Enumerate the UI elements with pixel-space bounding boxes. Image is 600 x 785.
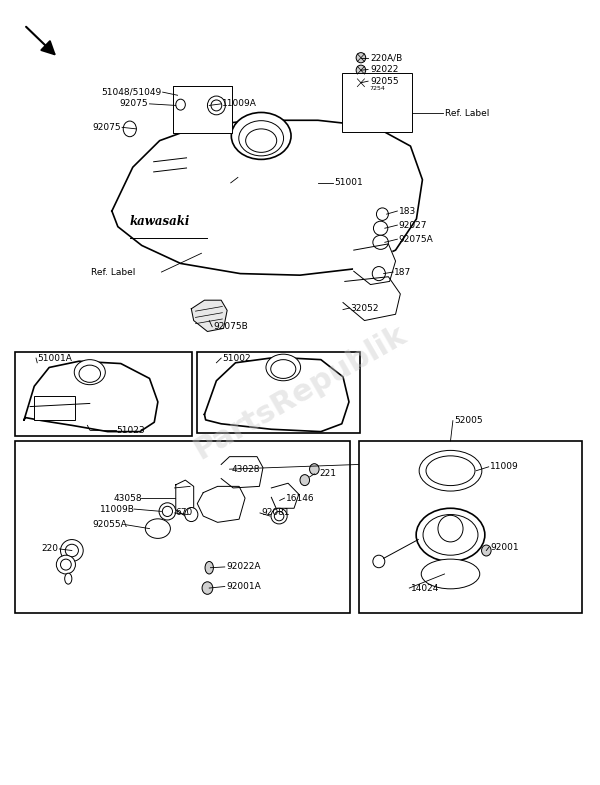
Text: 221: 221 xyxy=(319,469,336,478)
Text: 14024: 14024 xyxy=(410,583,439,593)
Polygon shape xyxy=(24,361,158,432)
Text: 32052: 32052 xyxy=(351,304,379,312)
Bar xyxy=(14,352,193,436)
Ellipse shape xyxy=(419,451,482,491)
Ellipse shape xyxy=(145,519,170,539)
Ellipse shape xyxy=(376,208,388,221)
Text: 92055A: 92055A xyxy=(92,520,127,529)
Bar xyxy=(34,396,75,420)
Bar xyxy=(359,441,583,613)
Ellipse shape xyxy=(271,508,287,524)
Text: 670: 670 xyxy=(176,509,193,517)
Ellipse shape xyxy=(159,503,176,520)
Text: 92081: 92081 xyxy=(261,509,290,517)
Text: 92022: 92022 xyxy=(370,65,399,74)
Ellipse shape xyxy=(426,456,475,486)
Ellipse shape xyxy=(79,365,101,382)
Ellipse shape xyxy=(482,545,491,556)
Ellipse shape xyxy=(271,360,296,378)
Ellipse shape xyxy=(61,559,71,570)
Text: 51002: 51002 xyxy=(223,353,251,363)
Ellipse shape xyxy=(356,65,365,75)
Text: 92001A: 92001A xyxy=(226,582,260,591)
Ellipse shape xyxy=(356,53,365,63)
Text: 52005: 52005 xyxy=(454,416,483,425)
Bar xyxy=(342,73,412,132)
Bar xyxy=(14,441,350,613)
Polygon shape xyxy=(197,487,245,522)
Ellipse shape xyxy=(56,555,76,574)
Bar xyxy=(197,352,360,433)
Text: 16146: 16146 xyxy=(286,494,314,502)
Polygon shape xyxy=(271,484,299,508)
Ellipse shape xyxy=(310,464,319,475)
Text: Ref. Label: Ref. Label xyxy=(445,109,489,118)
Ellipse shape xyxy=(239,121,284,156)
Ellipse shape xyxy=(438,515,463,542)
Polygon shape xyxy=(221,457,263,488)
Text: 92022A: 92022A xyxy=(226,562,260,571)
Ellipse shape xyxy=(74,360,106,385)
Ellipse shape xyxy=(423,514,478,555)
Polygon shape xyxy=(112,120,422,276)
Ellipse shape xyxy=(202,582,213,594)
Text: 11009B: 11009B xyxy=(100,505,135,513)
Polygon shape xyxy=(343,277,400,320)
Text: 92027: 92027 xyxy=(398,221,427,229)
Ellipse shape xyxy=(245,129,277,152)
Text: 51023: 51023 xyxy=(116,425,145,435)
Text: 11009A: 11009A xyxy=(223,100,257,108)
Text: 11009: 11009 xyxy=(490,462,518,471)
Ellipse shape xyxy=(266,354,301,381)
Text: 43058: 43058 xyxy=(113,494,142,502)
Text: 51048/51049: 51048/51049 xyxy=(101,88,161,97)
Ellipse shape xyxy=(416,508,485,561)
Text: 92075: 92075 xyxy=(92,122,121,132)
Ellipse shape xyxy=(205,561,214,574)
Text: 92075B: 92075B xyxy=(214,323,248,331)
Ellipse shape xyxy=(61,539,83,561)
Ellipse shape xyxy=(356,78,365,88)
Ellipse shape xyxy=(372,267,385,281)
Text: PartsRepublik: PartsRepublik xyxy=(189,319,411,466)
Ellipse shape xyxy=(232,112,291,159)
Text: 92075: 92075 xyxy=(119,100,148,108)
Ellipse shape xyxy=(211,100,222,111)
Bar xyxy=(173,86,232,133)
Text: 92075A: 92075A xyxy=(398,235,433,243)
Ellipse shape xyxy=(123,121,136,137)
Ellipse shape xyxy=(373,221,388,236)
Ellipse shape xyxy=(208,96,226,115)
Text: 43028: 43028 xyxy=(232,465,260,473)
Text: 51001A: 51001A xyxy=(37,353,72,363)
Ellipse shape xyxy=(65,544,79,557)
Bar xyxy=(173,86,232,133)
Text: 92055: 92055 xyxy=(370,77,399,86)
Ellipse shape xyxy=(300,475,310,486)
Ellipse shape xyxy=(163,506,172,517)
Ellipse shape xyxy=(65,573,72,584)
Polygon shape xyxy=(176,480,194,516)
Text: 51001: 51001 xyxy=(335,178,364,188)
Text: kawasaki: kawasaki xyxy=(130,215,190,228)
Polygon shape xyxy=(191,300,227,331)
Text: 7254: 7254 xyxy=(369,86,385,92)
Ellipse shape xyxy=(373,236,388,250)
Text: 220A/B: 220A/B xyxy=(370,53,403,62)
Polygon shape xyxy=(205,357,349,432)
Text: 183: 183 xyxy=(398,206,416,216)
Ellipse shape xyxy=(421,559,480,589)
Text: Ref. Label: Ref. Label xyxy=(91,268,136,276)
Text: 220: 220 xyxy=(41,545,58,553)
Ellipse shape xyxy=(176,99,185,110)
Ellipse shape xyxy=(373,555,385,568)
Ellipse shape xyxy=(185,507,198,521)
Polygon shape xyxy=(354,244,395,284)
Ellipse shape xyxy=(274,511,284,520)
Text: 92001: 92001 xyxy=(490,543,518,552)
Text: 187: 187 xyxy=(394,268,412,276)
